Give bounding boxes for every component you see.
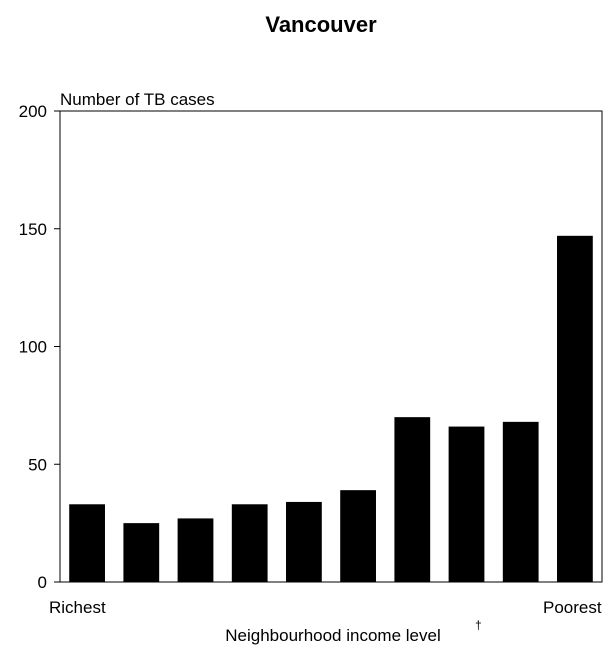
bars <box>69 235 593 582</box>
y-axis-label: Number of TB cases <box>60 90 215 109</box>
x-axis-end-label-poorest: Poorest <box>543 598 602 617</box>
bar-9 <box>502 421 539 582</box>
bar-1 <box>69 504 105 582</box>
bar-10 <box>557 235 593 582</box>
bar-6 <box>340 490 376 582</box>
bar-3 <box>177 518 214 582</box>
y-axis-ticks: 0 50 100 150 200 <box>19 102 60 592</box>
y-tick-label: 0 <box>38 573 47 592</box>
x-axis-label-footnote-marker: † <box>475 618 482 632</box>
x-axis-end-label-richest: Richest <box>49 598 106 617</box>
bar-2 <box>123 523 160 582</box>
y-tick-label: 100 <box>19 338 47 357</box>
y-tick-label: 150 <box>19 220 47 239</box>
bar-7 <box>394 417 431 582</box>
bar-4 <box>231 504 268 582</box>
chart-title: Vancouver <box>265 12 377 37</box>
x-axis-label: Neighbourhood income level <box>225 626 440 645</box>
bar-8 <box>448 426 485 582</box>
y-tick-label: 200 <box>19 102 47 121</box>
y-tick-label: 50 <box>28 455 47 474</box>
bar-5 <box>286 501 322 582</box>
